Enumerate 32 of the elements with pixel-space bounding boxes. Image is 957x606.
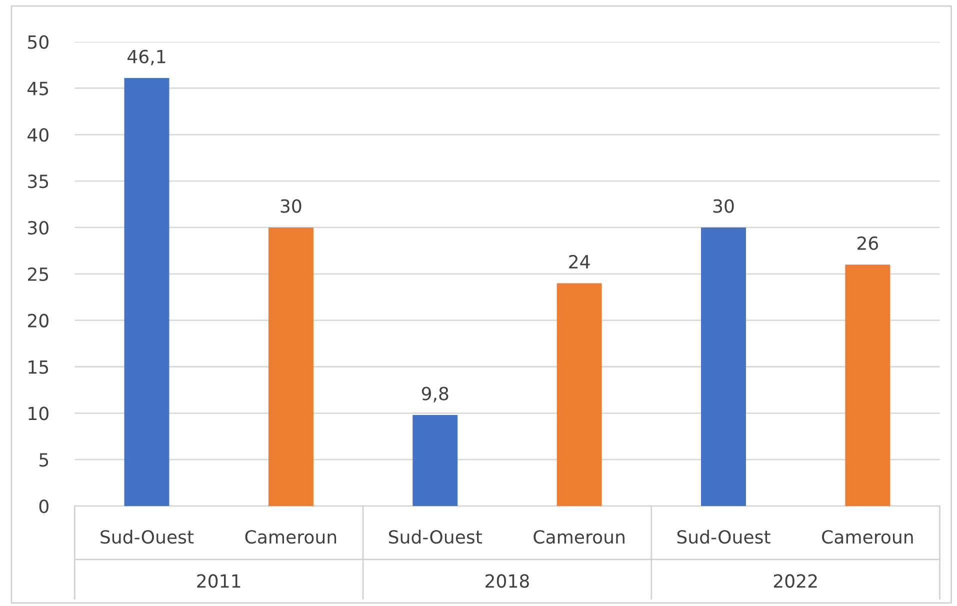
y-tick-label: 0 — [39, 499, 48, 514]
x-tick-label: 2011 — [197, 574, 240, 588]
data-label: 26 — [858, 236, 878, 250]
y-tick-label: 25 — [28, 267, 48, 282]
bar — [268, 227, 314, 506]
series-label: Sud-Ouest — [100, 530, 194, 544]
bar — [845, 264, 890, 506]
bar — [556, 283, 602, 506]
y-tick-label: 10 — [28, 406, 48, 420]
data-label: 30 — [713, 199, 734, 213]
bar — [701, 227, 746, 506]
x-tick-label: 2022 — [774, 574, 817, 588]
y-tick-label: 5 — [40, 453, 48, 467]
y-tick-label: 30 — [28, 220, 48, 235]
y-tick-label: 50 — [28, 35, 48, 49]
text: Cameroun — [822, 530, 913, 544]
data-label: 24 — [569, 254, 590, 268]
y-tick-label: 35 — [28, 174, 48, 188]
y-tick-label: 20 — [28, 314, 48, 328]
bar — [412, 415, 458, 506]
y-tick-label: 15 — [28, 360, 48, 374]
y-tick-label: 45 — [28, 82, 48, 96]
text: Sud-Ouest — [388, 530, 482, 544]
y-tick-label: 40 — [28, 128, 48, 142]
text: Sud-Ouest — [677, 530, 770, 544]
x-tick-label: 2018 — [486, 574, 529, 588]
series-label: Cameroun — [245, 530, 336, 544]
data-label: 9,8 — [422, 386, 448, 402]
data-label: 30 — [280, 199, 302, 213]
bar — [124, 78, 170, 506]
text: Cameroun — [534, 530, 624, 544]
data-label: 46,1 — [128, 50, 166, 66]
